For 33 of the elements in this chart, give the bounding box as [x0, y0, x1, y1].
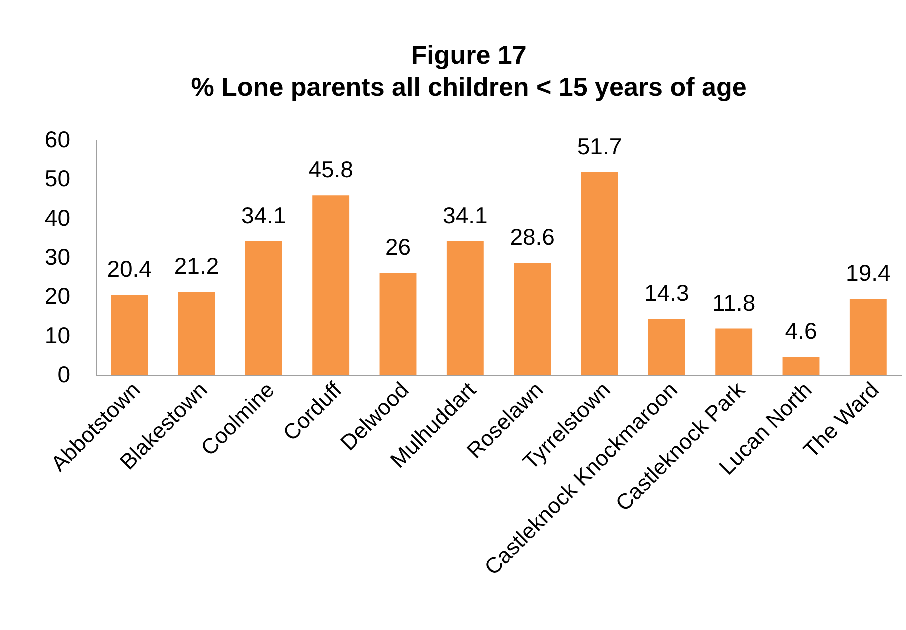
bar: [446, 241, 484, 375]
data-label: 51.7: [577, 134, 622, 160]
bar: [782, 356, 820, 375]
bar: [581, 172, 618, 375]
bar: [178, 292, 216, 375]
bar: [716, 328, 753, 375]
data-label: 21.2: [174, 252, 220, 279]
data-label: 28.6: [510, 224, 555, 250]
data-label: 20.4: [107, 256, 152, 282]
data-label: 11.8: [712, 290, 756, 316]
y-tick-label: 30: [44, 244, 70, 270]
data-label: 4.6: [785, 318, 818, 344]
chart-subtitle: % Lone parents all children < 15 years of age: [191, 72, 747, 102]
y-tick-label: 50: [44, 166, 70, 192]
data-label: 45.8: [308, 156, 354, 183]
data-label: 34.1: [443, 202, 488, 228]
y-tick-label: 20: [44, 283, 70, 310]
bar: [850, 299, 887, 375]
data-label: 34.1: [242, 202, 286, 228]
bar: [245, 241, 282, 375]
y-tick-label: 10: [44, 322, 70, 348]
y-tick-label: 60: [44, 126, 70, 152]
bar: [514, 262, 552, 375]
bar: [648, 318, 686, 375]
bar: [111, 295, 148, 375]
data-label: 14.3: [644, 280, 690, 306]
y-tick-label: 0: [58, 362, 70, 388]
data-label: 19.4: [846, 260, 892, 286]
data-label: 26: [385, 234, 412, 260]
bar: [312, 196, 350, 375]
bar: [380, 273, 417, 375]
y-tick-label: 40: [44, 204, 70, 231]
chart-title: Figure 17: [411, 40, 527, 70]
